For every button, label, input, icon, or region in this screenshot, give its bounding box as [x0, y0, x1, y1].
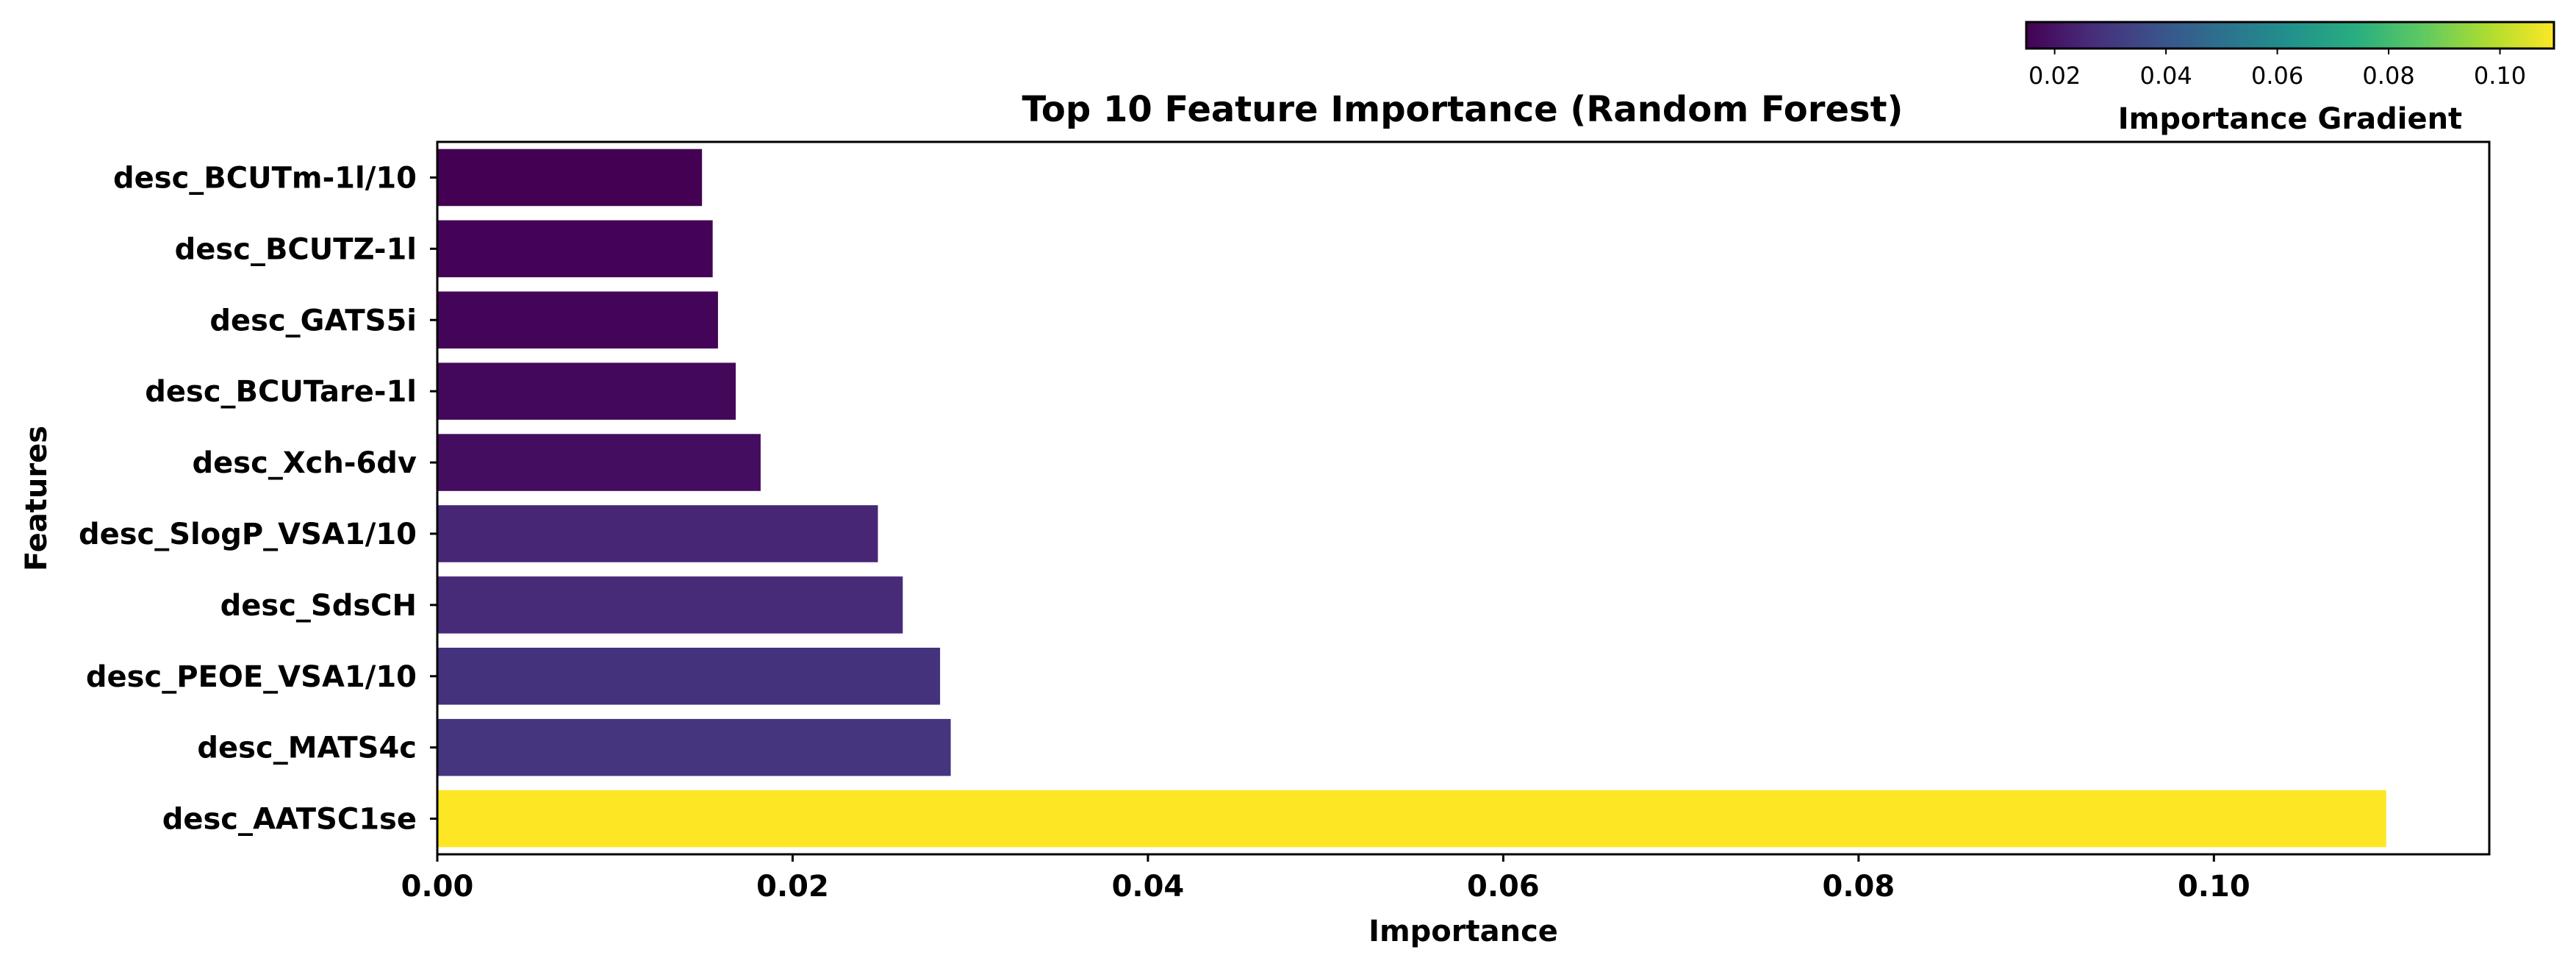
bar [437, 505, 878, 562]
y-tick-label: desc_BCUTare-1l [145, 375, 417, 409]
x-tick-label: 0.02 [756, 870, 829, 904]
colorbar-label: Importance Gradient [2118, 102, 2462, 136]
bar [437, 576, 903, 634]
x-ticks: 0.00 0.02 0.04 0.06 0.08 0.10 [401, 854, 2250, 904]
bar [437, 149, 703, 207]
x-tick-label: 0.00 [401, 870, 474, 904]
x-axis-label: Importance [1368, 915, 1558, 948]
bar [437, 647, 941, 705]
y-tick-labels: desc_BCUTm-1l/10 desc_BCUTZ-1l desc_GATS5i… [79, 161, 437, 837]
bars-layer [437, 149, 2386, 848]
colorbar-ticks: 0.02 0.04 0.06 0.08 0.10 [2028, 49, 2526, 90]
x-tick-label: 0.10 [2178, 870, 2250, 904]
colorbar-tick-label: 0.04 [2139, 62, 2192, 90]
y-tick-label: desc_GATS5i [209, 304, 417, 337]
bar [437, 434, 761, 491]
bar [437, 718, 951, 776]
y-tick-label: desc_AATSC1se [162, 803, 417, 837]
colorbar-tick-label: 0.10 [2474, 62, 2526, 90]
y-tick-label: desc_BCUTm-1l/10 [113, 161, 417, 195]
bar [437, 220, 713, 278]
colorbar-tick-label: 0.06 [2251, 62, 2303, 90]
colorbar-tick-label: 0.02 [2028, 62, 2081, 90]
chart-title: Top 10 Feature Importance (Random Forest… [1022, 89, 1904, 130]
y-axis-label: Features [20, 426, 54, 571]
plot-frame [436, 140, 2491, 856]
colorbar: 0.02 0.04 0.06 0.08 0.10 Importance Gradient [2025, 21, 2555, 136]
bar [437, 790, 2386, 848]
y-tick-label: desc_BCUTZ-1l [175, 232, 417, 266]
colorbar-tick-label: 0.08 [2362, 62, 2414, 90]
y-tick-label: desc_MATS4c [197, 732, 417, 765]
x-tick-label: 0.08 [1823, 870, 1895, 904]
x-tick-label: 0.06 [1467, 870, 1540, 904]
bar [437, 291, 718, 349]
y-tick-label: desc_Xch-6dv [193, 446, 417, 480]
x-tick-label: 0.04 [1112, 870, 1185, 904]
y-tick-label: desc_SlogP_VSA1/10 [79, 518, 417, 551]
colorbar-gradient [2025, 21, 2555, 50]
y-tick-label: desc_SdsCH [220, 589, 417, 623]
bar [437, 362, 736, 420]
y-tick-label: desc_PEOE_VSA1/10 [86, 660, 417, 694]
